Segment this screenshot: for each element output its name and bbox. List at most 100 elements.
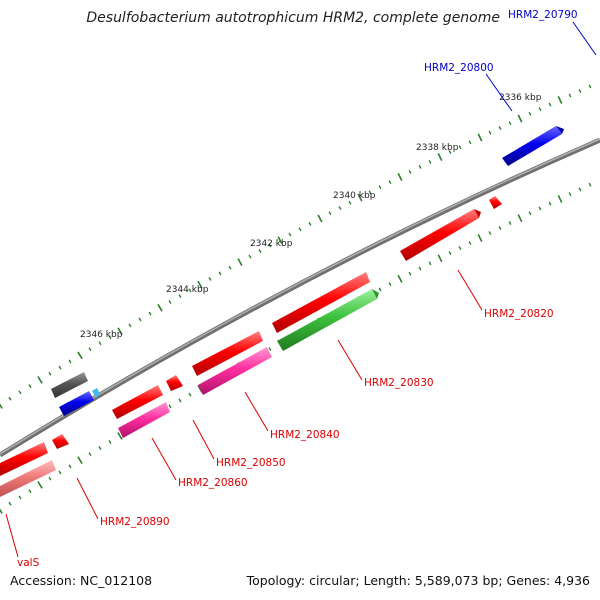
outer-ring-tick: [428, 159, 432, 164]
scale-label-2336: 2336 kbp: [499, 93, 542, 103]
outer-ring-tick: [117, 327, 123, 336]
outer-ring-tick: [357, 193, 363, 202]
scale-label-2340: 2340 kbp: [333, 191, 376, 201]
inner-ring-tick: [8, 501, 12, 506]
outer-ring-tick: [258, 249, 262, 253]
outer-ring-tick: [378, 185, 382, 190]
gene-feature-pink-1[interactable]: [198, 347, 272, 395]
outer-tick-ring: [0, 84, 592, 409]
outer-ring-tick: [108, 335, 112, 340]
outer-ring-tick: [88, 347, 92, 352]
outer-ring-tick: [338, 206, 342, 210]
gene-feature-blue-small[interactable]: [59, 388, 100, 416]
gene-feature-valS[interactable]: [0, 460, 56, 497]
outer-ring-tick: [208, 277, 212, 281]
outer-ring-tick: [328, 211, 332, 216]
inner-ring-tick: [388, 282, 392, 287]
gene-feature-small-red-3[interactable]: [52, 434, 69, 449]
leader-HRM2_20890: [76, 477, 99, 520]
outer-ring-tick: [368, 190, 372, 195]
gene-feature-HRM2_20800[interactable]: [502, 126, 564, 166]
gene-feature-HRM2_20830[interactable]: [277, 289, 379, 351]
inner-ring-tick: [468, 241, 472, 245]
inner-ring-tick: [498, 226, 502, 231]
outer-ring-tick: [197, 280, 203, 289]
inner-ring-tick: [508, 221, 512, 226]
outer-ring-tick: [418, 164, 422, 169]
scale-label-2344: 2344 kbp: [166, 285, 209, 295]
outer-ring-tick: [348, 200, 352, 205]
inner-ring-tick: [528, 211, 532, 216]
inner-ring-tick: [548, 201, 552, 206]
outer-ring-tick: [68, 359, 72, 364]
outer-ring-tick: [488, 130, 492, 135]
outer-ring-tick: [408, 169, 412, 174]
outer-ring-tick: [538, 107, 542, 112]
outer-ring-tick: [288, 232, 292, 237]
inner-ring-tick: [397, 274, 403, 283]
outer-ring-tick: [98, 341, 102, 346]
inner-ring-tick: [188, 392, 192, 397]
scale-label-2346: 2346 kbp: [80, 330, 123, 340]
outer-ring-tick: [228, 265, 232, 270]
inner-ring-tick: [108, 440, 112, 444]
gene-label-HRM2_20860[interactable]: HRM2_20860: [178, 477, 248, 489]
outer-ring-tick: [588, 84, 592, 89]
gene-label-HRM2_20840[interactable]: HRM2_20840: [270, 429, 340, 441]
scale-label-2342: 2342 kbp: [250, 239, 293, 249]
outer-ring-tick: [477, 133, 483, 142]
gene-feature-red-2[interactable]: [272, 272, 370, 333]
outer-ring-tick: [568, 93, 572, 98]
outer-ring-tick: [268, 243, 272, 248]
gene-feature-HRM2_20840[interactable]: [192, 331, 263, 376]
outer-ring-tick: [458, 145, 462, 150]
gene-feature-HRM2_20860[interactable]: [118, 402, 170, 438]
gene-label-HRM2_20790[interactable]: HRM2_20790: [508, 9, 578, 21]
inner-ring-tick: [448, 251, 452, 256]
outer-ring-tick: [317, 214, 323, 223]
gene-feature-gray[interactable]: [51, 372, 88, 398]
outer-ring-tick: [397, 173, 403, 181]
outer-ring-tick: [448, 150, 452, 155]
inner-ring-tick: [0, 508, 3, 514]
inner-ring-tick: [88, 452, 92, 457]
inner-ring-tick: [488, 231, 492, 235]
outer-ring-tick: [138, 317, 142, 322]
map-title: Desulfobacterium autotrophicum HRM2, com…: [86, 10, 500, 26]
gene-feature-small-red-1[interactable]: [489, 196, 502, 209]
outer-ring-tick: [498, 125, 502, 130]
gene-feature-HRM2_20820[interactable]: [400, 209, 481, 261]
gene-label-valS[interactable]: valS: [17, 557, 40, 569]
inner-ring-tick: [517, 214, 523, 223]
leader-HRM2_20790: [572, 21, 597, 56]
gene-label-HRM2_20890[interactable]: HRM2_20890: [100, 516, 170, 528]
outer-ring-tick: [77, 351, 83, 360]
genome-summary: Topology: circular; Length: 5,589,073 bp…: [246, 573, 590, 588]
gene-label-HRM2_20830[interactable]: HRM2_20830: [364, 377, 434, 389]
gene-feature-HRM2_20890[interactable]: [0, 442, 48, 476]
outer-ring-tick: [578, 89, 582, 93]
leader-valS: [5, 513, 19, 558]
outer-ring-tick: [237, 258, 243, 266]
inner-ring-tick: [538, 206, 542, 211]
inner-ring-tick: [578, 187, 582, 192]
genome-backbone: [0, 137, 600, 458]
gene-label-HRM2_20800[interactable]: HRM2_20800: [424, 62, 494, 74]
outer-ring-tick: [28, 384, 32, 389]
leader-HRM2_20840: [244, 391, 269, 432]
gene-feature-small-red-2[interactable]: [166, 375, 183, 391]
gene-label-HRM2_20850[interactable]: HRM2_20850: [216, 457, 286, 469]
gene-feature-HRM2_20850[interactable]: [112, 385, 163, 419]
outer-ring-tick: [188, 288, 192, 293]
inner-ring-tick: [588, 182, 592, 187]
inner-ring-tick: [418, 266, 422, 271]
gene-label-HRM2_20820[interactable]: HRM2_20820: [484, 308, 554, 320]
leader-HRM2_20830: [337, 339, 363, 381]
outer-ring-tick: [18, 390, 22, 395]
inner-ring-tick: [68, 464, 72, 469]
outer-ring-tick: [218, 271, 222, 276]
leader-HRM2_20820: [457, 269, 483, 311]
inner-ring-tick: [408, 271, 412, 276]
outer-ring-tick: [178, 294, 182, 299]
